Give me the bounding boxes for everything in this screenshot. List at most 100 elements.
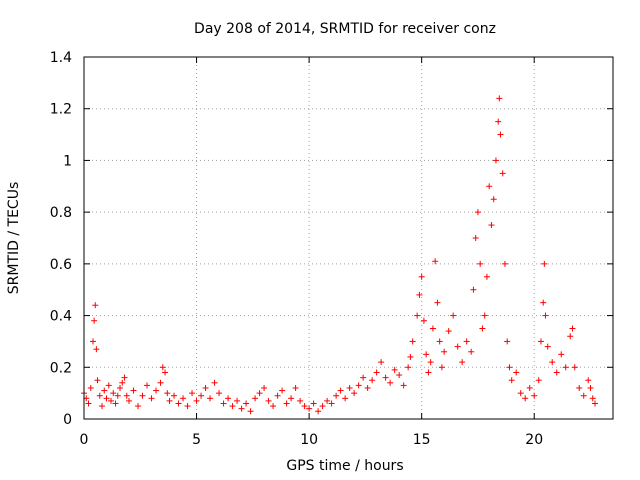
- data-point: [101, 387, 108, 394]
- y-tick-label: 1.2: [50, 102, 72, 118]
- data-point: [369, 377, 376, 384]
- data-point: [96, 392, 103, 399]
- data-point: [256, 390, 263, 397]
- y-axis-label: SRMTID / TECUs: [6, 182, 22, 295]
- data-point: [114, 392, 121, 399]
- data-point: [416, 291, 423, 298]
- data-point: [164, 390, 171, 397]
- data-point: [85, 400, 92, 407]
- y-tick-label: 0.6: [50, 257, 72, 273]
- data-point: [202, 384, 209, 391]
- data-point: [157, 379, 164, 386]
- data-point: [470, 286, 477, 293]
- data-point: [544, 343, 551, 350]
- data-point: [479, 325, 486, 332]
- y-tick-label: 1.4: [50, 50, 72, 66]
- x-tick-label: 15: [413, 432, 431, 448]
- data-point: [459, 359, 466, 366]
- data-point: [585, 377, 592, 384]
- plot-frame: [83, 56, 614, 420]
- y-tick-label: 0.4: [50, 309, 72, 325]
- data-point: [319, 403, 326, 410]
- data-point: [292, 384, 299, 391]
- data-point: [373, 369, 380, 376]
- data-point: [103, 395, 110, 402]
- data-point: [549, 359, 556, 366]
- data-point: [438, 364, 445, 371]
- data-point: [382, 374, 389, 381]
- data-point: [513, 369, 520, 376]
- chart-title: Day 208 of 2014, SRMTID for receiver con…: [194, 21, 496, 37]
- data-point: [496, 95, 503, 102]
- data-point: [423, 351, 430, 358]
- data-point: [441, 348, 448, 355]
- data-point: [364, 384, 371, 391]
- data-point: [108, 397, 115, 404]
- data-point: [220, 400, 227, 407]
- data-point: [279, 387, 286, 394]
- data-point: [288, 395, 295, 402]
- data-point: [535, 377, 542, 384]
- data-point: [495, 118, 502, 125]
- data-point: [576, 384, 583, 391]
- data-point: [587, 384, 594, 391]
- data-point: [211, 379, 218, 386]
- data-point: [333, 392, 340, 399]
- data-point: [198, 392, 205, 399]
- data-point: [229, 403, 236, 410]
- data-point: [420, 317, 427, 324]
- data-point: [569, 325, 576, 332]
- data-point: [166, 397, 173, 404]
- data-point: [93, 346, 100, 353]
- data-point: [355, 382, 362, 389]
- x-tick-labels: 0 5 10 15 20: [80, 432, 544, 448]
- data-point: [360, 374, 367, 381]
- data-point: [261, 384, 268, 391]
- data-point: [342, 395, 349, 402]
- data-point: [405, 364, 412, 371]
- data-point: [542, 312, 549, 319]
- data-point: [400, 382, 407, 389]
- data-point: [301, 403, 308, 410]
- data-point: [497, 131, 504, 138]
- data-point: [580, 392, 587, 399]
- data-point: [378, 359, 385, 366]
- data-point: [105, 382, 112, 389]
- y-tick-label: 1: [63, 153, 72, 169]
- y-tick-label: 0.8: [50, 205, 72, 221]
- data-point: [189, 390, 196, 397]
- y-tick-label: 0.2: [50, 360, 72, 376]
- data-point: [180, 395, 187, 402]
- data-point: [429, 325, 436, 332]
- data-point: [283, 400, 290, 407]
- data-point: [474, 209, 481, 216]
- data-point: [562, 364, 569, 371]
- data-point: [126, 397, 133, 404]
- data-point: [130, 387, 137, 394]
- data-point: [414, 312, 421, 319]
- data-point: [517, 390, 524, 397]
- data-point: [589, 395, 596, 402]
- data-point: [409, 338, 416, 345]
- data-point: [351, 390, 358, 397]
- data-point: [396, 372, 403, 379]
- data-point: [567, 333, 574, 340]
- data-point: [526, 384, 533, 391]
- data-point: [553, 369, 560, 376]
- data-point: [418, 273, 425, 280]
- data-point: [387, 379, 394, 386]
- data-point: [162, 369, 169, 376]
- x-tick-label: 10: [300, 432, 318, 448]
- data-point: [171, 392, 178, 399]
- data-point: [99, 403, 106, 410]
- data-point: [450, 312, 457, 319]
- data-point: [148, 395, 155, 402]
- data-point: [490, 196, 497, 203]
- data-point: [540, 299, 547, 306]
- data-point: [425, 369, 432, 376]
- data-point: [110, 390, 117, 397]
- data-point: [445, 328, 452, 335]
- y-tick-label: 0: [63, 412, 72, 428]
- axis-ticks: [83, 56, 613, 420]
- data-point: [492, 157, 499, 164]
